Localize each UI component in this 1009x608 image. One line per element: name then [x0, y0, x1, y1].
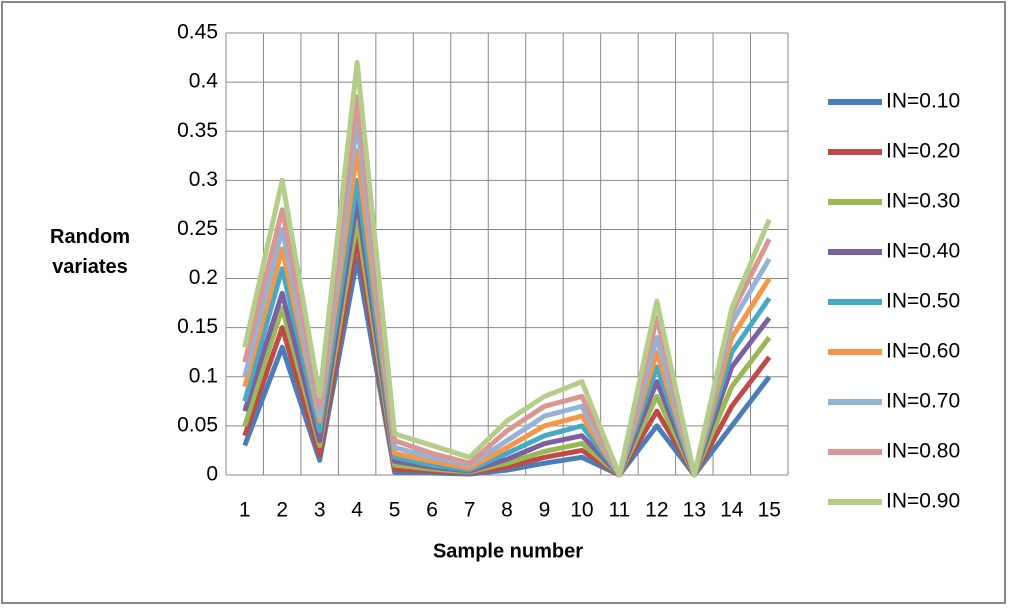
x-tick-label: 7 [464, 499, 476, 522]
x-tick-label: 6 [426, 499, 438, 522]
legend-label: IN=0.80 [886, 440, 960, 463]
y-tick-label: 0.4 [189, 70, 219, 93]
y-tick-label: 0.35 [177, 119, 218, 142]
legend-label: IN=0.70 [886, 390, 960, 413]
y-tick-label: 0.05 [177, 413, 218, 436]
x-tick-label: 5 [389, 499, 401, 522]
y-tick-label: 0 [206, 463, 218, 486]
legend-label: IN=0.10 [886, 90, 960, 113]
x-axis-label: Sample number [433, 540, 583, 562]
y-tick-label: 0.2 [189, 266, 218, 289]
legend-label: IN=0.30 [886, 190, 960, 213]
legend-label: IN=0.90 [886, 490, 960, 513]
x-tick-label: 8 [501, 499, 513, 522]
y-tick-label: 0.45 [177, 21, 218, 44]
y-axis-label: Random variates [50, 226, 130, 278]
x-tick-label: 15 [758, 499, 781, 522]
x-tick-label: 11 [608, 499, 630, 522]
legend-label: IN=0.60 [886, 340, 960, 363]
series-line [242, 59, 772, 478]
x-tick-label: 10 [570, 499, 593, 522]
x-tick-label: 3 [314, 499, 326, 522]
x-tick-label: 1 [239, 499, 251, 522]
y-tick-label: 0.25 [177, 217, 218, 240]
legend-label: IN=0.40 [886, 240, 960, 263]
x-tick-label: 12 [645, 499, 668, 522]
x-tick-label: 2 [276, 499, 288, 522]
x-tick-label: 13 [683, 499, 706, 522]
y-tick-label: 0.15 [177, 315, 218, 338]
x-tick-label: 4 [351, 499, 363, 522]
legend-label: IN=0.20 [886, 140, 960, 163]
x-tick-label: 14 [720, 499, 744, 522]
x-tick-label: 9 [539, 499, 551, 522]
y-tick-label: 0.3 [189, 168, 218, 191]
legend-label: IN=0.50 [886, 290, 960, 313]
y-tick-label: 0.1 [189, 364, 218, 387]
